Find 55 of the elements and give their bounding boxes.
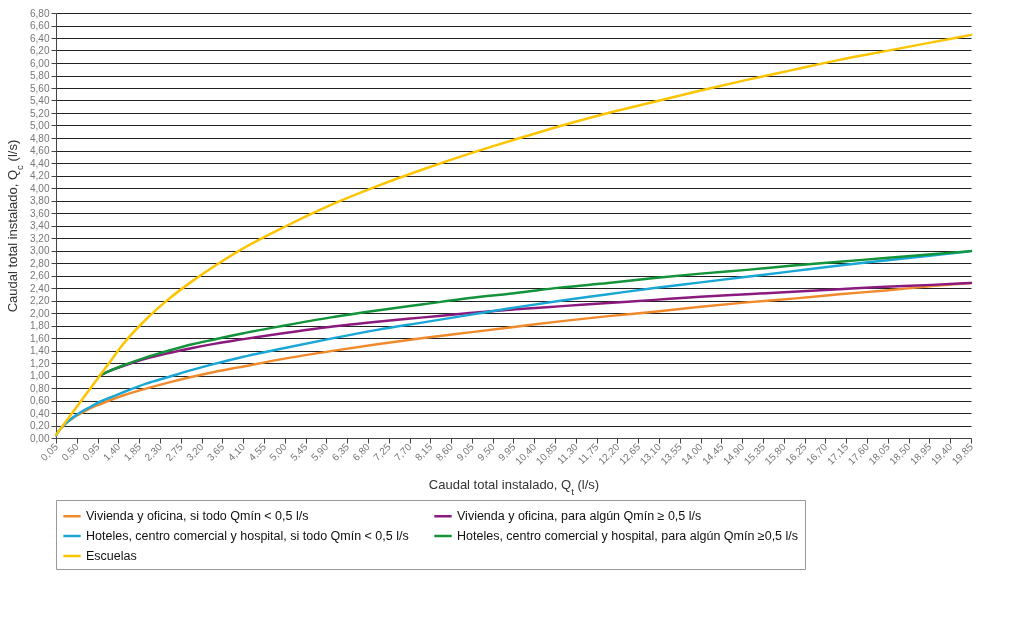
- y-tick-label: 0,20: [30, 420, 50, 431]
- y-tick-label: 2,40: [30, 282, 50, 294]
- y-tick-label: 4,60: [30, 145, 50, 156]
- y-tick-label: 4,00: [30, 182, 50, 194]
- legend-label: Vivienda y oficina, para algún Qmín ≥ 0,5 l/s: [457, 509, 702, 524]
- line-series: [98, 249, 973, 377]
- legend-label: Hoteles, centro comercial y hospital, para algún Qmín ≥0,5 l/s: [457, 529, 799, 543]
- x-tick-label: 9,50: [475, 440, 498, 463]
- y-tick-label: 2,00: [30, 307, 50, 319]
- y-tick-label: 1,80: [30, 320, 50, 331]
- y-tick-label: 6,00: [30, 57, 50, 69]
- legend-label: Hoteles, centro comercial y hospital, si todo Qmín < 0,5 l/s: [86, 529, 409, 543]
- y-tick-label: 5,20: [30, 107, 50, 119]
- y-tick-label: 5,60: [30, 82, 50, 94]
- y-tick-label: 5,00: [30, 120, 50, 131]
- x-tick-label: 3,20: [184, 440, 206, 463]
- y-tick-label: 4,40: [30, 157, 50, 169]
- y-tick-label: 3,60: [30, 207, 50, 219]
- x-tick-label: 1,40: [100, 440, 123, 463]
- y-tick-label: 2,80: [30, 257, 50, 269]
- y-tick-label: 1,20: [30, 357, 50, 369]
- y-tick-label: 2,20: [30, 295, 50, 306]
- y-tick-label: 4,80: [30, 132, 50, 144]
- x-tick-label: 4,55: [246, 440, 269, 463]
- x-axis-title: Caudal total instalado, Q$_{t}$ (l/s): [428, 476, 600, 497]
- x-tick-label: 7,25: [371, 440, 394, 463]
- y-tick-label: 5,80: [30, 70, 50, 81]
- y-tick-label: 0,60: [30, 395, 50, 406]
- y-tick-label: 5,40: [30, 95, 50, 106]
- y-tick-label: 0,00: [30, 432, 50, 444]
- x-tick-label: 2,30: [142, 440, 165, 463]
- y-tick-label: 2,60: [30, 270, 50, 281]
- y-tick-label: 3,00: [30, 245, 50, 256]
- x-tick-label: 0,50: [59, 440, 82, 463]
- y-tick-label: 6,60: [30, 20, 50, 31]
- y-tick-label: 3,20: [30, 232, 50, 244]
- legend-label: Vivienda y oficina, si todo Qmín < 0,5 l/s: [86, 509, 309, 524]
- y-tick-label: 1,60: [30, 332, 50, 344]
- x-tick-label: 7,70: [392, 440, 414, 463]
- y-tick-label: 6,40: [30, 32, 50, 44]
- x-tick-label: 8,60: [433, 440, 456, 463]
- y-tick-label: 6,80: [30, 7, 50, 19]
- x-tick-label: 5,00: [267, 440, 290, 463]
- legend-label: Escuelas: [86, 549, 137, 563]
- y-tick-label: 1,40: [30, 345, 50, 356]
- y-tick-label: 6,20: [30, 45, 50, 56]
- y-tick-label: 0,40: [30, 407, 50, 419]
- y-tick-label: 3,40: [30, 220, 50, 231]
- y-tick-label: 4,20: [30, 170, 50, 181]
- x-tick-label: 5,90: [308, 440, 331, 463]
- x-tick-label: 4,10: [225, 440, 248, 463]
- y-tick-label: 1,00: [30, 370, 50, 381]
- x-tick-label: 6,80: [350, 440, 373, 463]
- y-tick-label: 0,80: [30, 382, 50, 394]
- y-tick-label: 3,80: [30, 195, 50, 206]
